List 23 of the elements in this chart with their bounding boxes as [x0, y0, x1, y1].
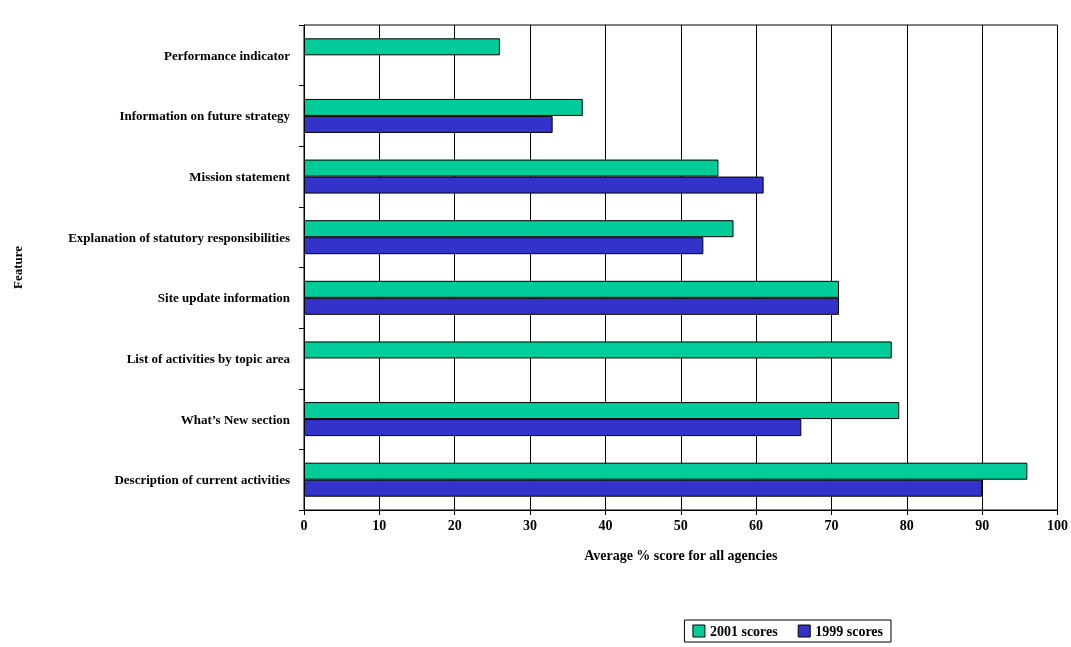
- x-tick-label: 90: [975, 517, 990, 533]
- y-tick-label: What’s New section: [180, 411, 291, 427]
- y-tick-label: Information on future strategy: [119, 108, 291, 124]
- x-tick-label: 40: [598, 517, 613, 533]
- legend-label: 1999 scores: [815, 623, 884, 639]
- y-tick-label: Explanation of statutory responsibilities: [68, 229, 290, 245]
- y-tick-label: Mission statement: [189, 169, 291, 185]
- x-tick-label: 0: [300, 517, 308, 533]
- x-tick-label: 30: [523, 517, 538, 533]
- x-tick-label: 10: [372, 517, 387, 533]
- x-tick-label: 50: [673, 517, 688, 533]
- y-tick-label: Description of current activities: [114, 472, 290, 488]
- legend-label: 2001 scores: [709, 623, 779, 639]
- x-tick-label: 60: [749, 517, 764, 533]
- x-tick-label: 70: [824, 517, 839, 533]
- y-tick-label: List of activities by topic area: [126, 350, 291, 366]
- y-axis-title: Feature: [10, 245, 25, 290]
- x-tick-label: 100: [1047, 517, 1068, 533]
- x-tick-label: 80: [899, 517, 914, 533]
- x-tick-label: 20: [447, 517, 462, 533]
- y-tick-label: Site update information: [157, 290, 291, 306]
- x-axis-title: Average % score for all agencies: [584, 547, 778, 563]
- y-tick-label: Performance indicator: [164, 47, 291, 63]
